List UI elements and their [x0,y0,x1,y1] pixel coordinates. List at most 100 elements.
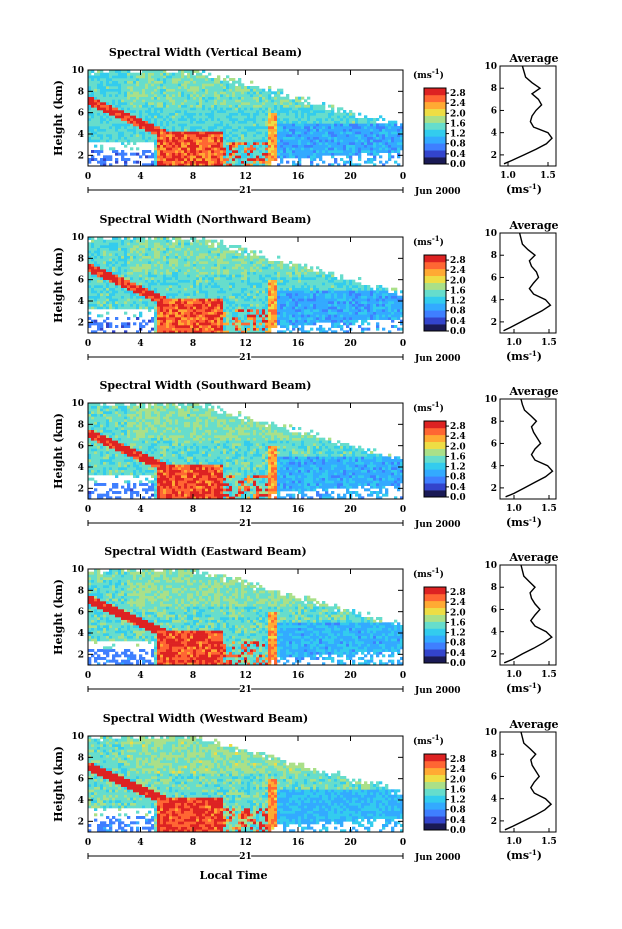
heatmap-cell [205,311,209,315]
heatmap-cell [247,102,251,105]
heatmap-cell [163,131,167,135]
heatmap-cell [175,261,179,264]
heatmap-cell [253,144,257,148]
heatmap-cell [253,319,257,323]
heatmap-cell [208,88,212,92]
heatmap-cell [265,142,269,145]
heatmap-cell [241,99,245,103]
heatmap-cell [262,123,266,127]
heatmap-cell [97,136,101,140]
heatmap-cell [229,311,233,315]
heatmap-cell [187,263,191,267]
heatmap-cell [322,150,326,153]
heatmap-cell [133,274,137,278]
heatmap-cell [118,277,122,280]
heatmap-cell [208,322,212,326]
heatmap-cell [289,131,293,135]
heatmap-cell [400,131,404,135]
heatmap-cell [367,144,371,148]
heatmap-cell [370,144,374,148]
heatmap-cell [319,110,323,113]
heatmap-cell [130,279,134,283]
heatmap-cell [250,287,254,291]
heatmap-cell [241,301,245,304]
heatmap-cell [277,285,281,288]
heatmap-cell [388,155,392,159]
heatmap-cell [265,163,269,167]
heatmap-cell [178,322,182,326]
heatmap-cell [217,293,221,296]
heatmap-cell [373,152,377,156]
heatmap-cell [199,261,203,264]
heatmap-cell [385,144,389,148]
heatmap-cell [139,115,143,119]
heatmap-cell [391,155,395,159]
heatmap-cell [175,158,179,161]
heatmap-cell [283,120,287,124]
heatmap-cell [235,317,239,320]
heatmap-cell [157,242,161,246]
heatmap-cell [262,118,266,121]
heatmap-cell [178,298,182,302]
heatmap-cell [211,107,215,111]
heatmap-cell [133,301,137,304]
heatmap-cell [178,88,182,92]
heatmap-cell [292,134,296,137]
heatmap-cell [238,274,242,278]
heatmap-cell [106,279,110,283]
heatmap-cell [142,325,146,328]
heatmap-cell [238,253,242,256]
heatmap-cell [322,128,326,132]
heatmap-cell [100,293,104,296]
heatmap-cell [238,327,242,331]
heatmap-cell [106,287,110,291]
heatmap-cell [238,317,242,320]
heatmap-cell [292,327,296,331]
heatmap-cell [304,112,308,116]
heatmap-cell [91,269,95,272]
heatmap-cell [121,128,125,132]
heatmap-cell [361,139,365,143]
heatmap-cell [235,115,239,119]
heatmap-cell [388,150,392,153]
heatmap-cell [115,279,119,283]
heatmap-cell [151,277,155,280]
heatmap-cell [256,274,260,278]
heatmap-cell [256,285,260,288]
heatmap-cell [247,91,251,95]
heatmap-cell [94,322,98,326]
heatmap-cell [232,78,236,81]
heatmap-cell [172,150,176,153]
heatmap-cell [235,261,239,264]
colorbar-tick-label: 2.4 [450,99,466,109]
heatmap-cell [211,112,215,116]
heatmap-cell [241,261,245,264]
heatmap-cell [241,102,245,105]
heatmap-cell [88,306,92,310]
heatmap-cell [148,319,152,323]
heatmap-cell [97,277,101,280]
heatmap-cell [205,99,209,103]
heatmap-cell [142,247,146,251]
heatmap-cell [205,136,209,140]
heatmap-cell [94,306,98,310]
heatmap-cell [214,277,218,280]
heatmap-cell [220,242,224,246]
heatmap-cell [205,271,209,275]
heatmap-cell [190,139,194,143]
heatmap-cell [190,253,194,256]
heatmap-cell [166,301,170,304]
heatmap-cell [247,317,251,320]
heatmap-cell [301,152,305,156]
heatmap-cell [166,160,170,164]
heatmap-cell [223,91,227,95]
heatmap-cell [247,126,251,129]
heatmap-cell [361,126,365,129]
heatmap-cell [202,155,206,159]
heatmap-cell [124,237,128,240]
heatmap-cell [235,269,239,272]
heatmap-cell [142,242,146,246]
heatmap-cell [127,301,131,304]
heatmap-cell [298,152,302,156]
heatmap-cell [112,94,116,97]
